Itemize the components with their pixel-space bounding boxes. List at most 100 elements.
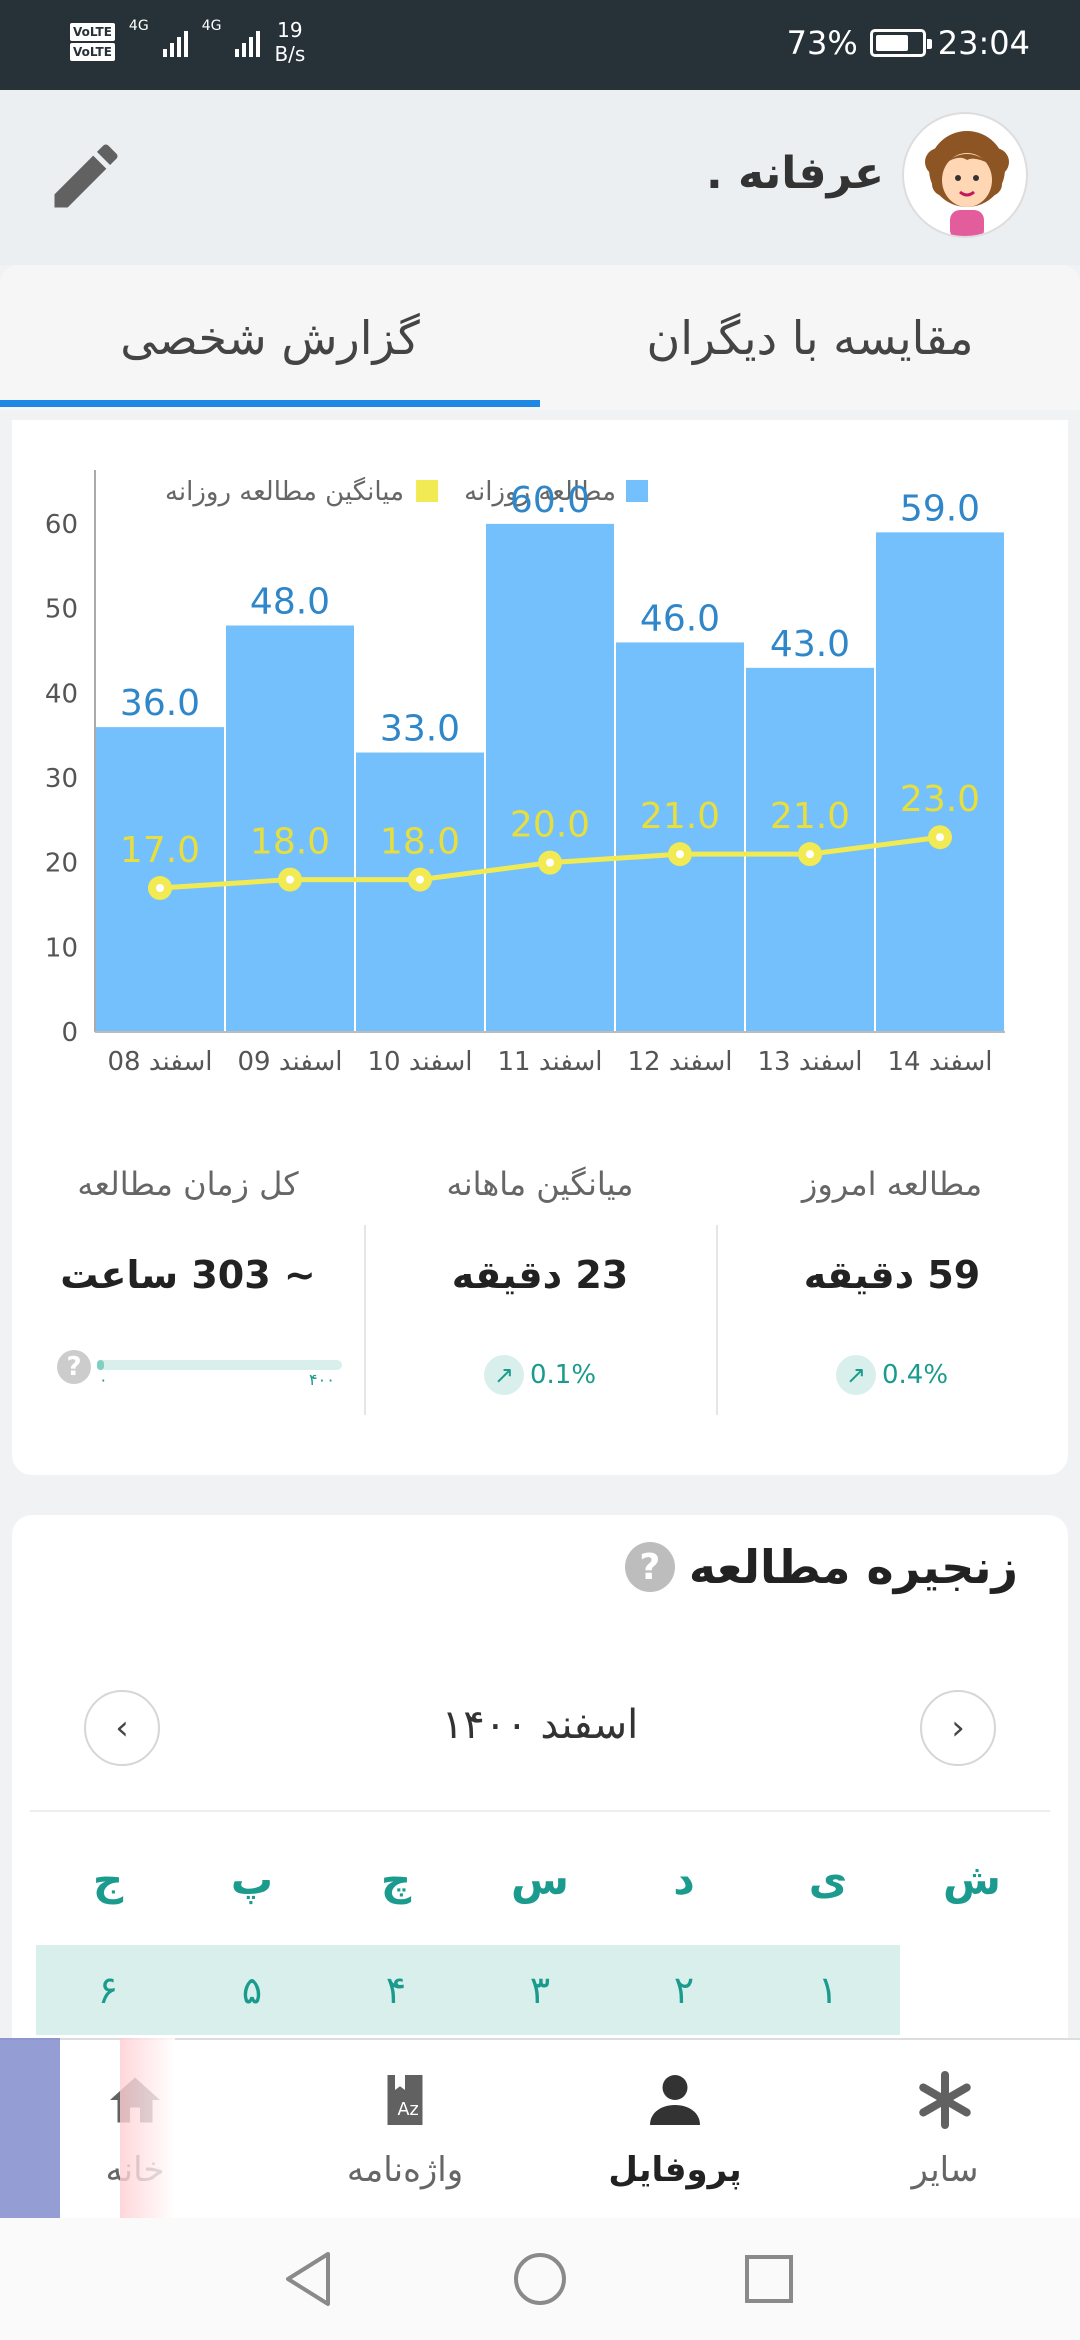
- stat-total-label: کل زمان مطالعه: [77, 1165, 299, 1203]
- line-point-center: [936, 833, 944, 842]
- recents-icon[interactable]: [745, 2255, 793, 2303]
- volte-badges: VoLTE VoLTE: [70, 23, 115, 61]
- x-tick-label: 14 اسفند: [887, 1047, 992, 1077]
- line-point-center: [286, 875, 294, 884]
- avatar[interactable]: [902, 112, 1028, 238]
- x-tick-label: 10 اسفند: [367, 1047, 472, 1077]
- bar: [616, 642, 744, 1032]
- back-icon[interactable]: [286, 2252, 330, 2306]
- weekday-header: ش ی د س چ پ ج: [36, 1855, 1044, 1925]
- line-point-center: [416, 875, 424, 884]
- nav-item-dictionary[interactable]: Az واژه‌نامه: [270, 2040, 540, 2220]
- bar-series: 36.0 48.0 33.0 60.0 46.0 43.0 59.0: [96, 480, 1004, 1032]
- x-axis: 08 اسفند 09 اسفند 10 اسفند 11 اسفند 12 اسفند…: [95, 1031, 1005, 1077]
- y-tick-label: 30: [45, 764, 78, 794]
- legend-label-daily-study: مطالعه روزانه: [464, 477, 616, 507]
- network-type-2: 4G: [201, 18, 222, 34]
- calendar-day[interactable]: ۱: [756, 1945, 900, 2035]
- line-value-label: 23.0: [900, 779, 980, 820]
- stat-today: مطالعه امروز 59 دقیقه ↗ 0.4%: [716, 1165, 1068, 1425]
- progress-min-label: ۰: [99, 1370, 108, 1389]
- weekday-label: ش: [943, 1855, 1001, 1904]
- line-point-center: [546, 858, 554, 867]
- touch-ripple: [0, 2038, 60, 2218]
- stat-monthly-average: میانگین ماهانه 23 دقیقه ↗ 0.1%: [364, 1165, 716, 1425]
- help-icon[interactable]: ?: [57, 1350, 91, 1384]
- trend-up-icon: ↗: [835, 1355, 876, 1395]
- person-icon: [650, 2075, 700, 2125]
- battery-level: [875, 35, 908, 51]
- line-value-label: 17.0: [120, 830, 200, 871]
- stat-monthly-change-value: 0.1%: [529, 1360, 597, 1390]
- network-type-1: 4G: [128, 18, 149, 34]
- tab-personal-report[interactable]: گزارش شخصی: [120, 310, 420, 365]
- nav-label: واژه‌نامه: [346, 2150, 464, 2190]
- bar: [356, 752, 484, 1032]
- x-tick-label: 12 اسفند: [627, 1047, 732, 1077]
- calendar-divider: [30, 1810, 1050, 1812]
- progress-max-label: ۴۰۰: [309, 1370, 335, 1389]
- tab-compare-others[interactable]: مقایسه با دیگران: [646, 310, 974, 365]
- system-nav-icons: [286, 2252, 793, 2306]
- pencil-icon[interactable]: [44, 134, 128, 218]
- report-tabs: گزارش شخصی مقایسه با دیگران: [0, 265, 1080, 410]
- y-tick-label: 0: [61, 1018, 78, 1048]
- stat-total-time: کل زمان مطالعه ~ 303 ساعت: [12, 1165, 364, 1425]
- line-value-label: 18.0: [380, 822, 460, 863]
- chevron-left-icon[interactable]: ‹: [84, 1690, 160, 1766]
- chevron-right-icon[interactable]: ›: [920, 1690, 996, 1766]
- x-tick-label: 09 اسفند: [237, 1047, 342, 1077]
- month-navigator: ‹ اسفند ۱۴۰۰ ›: [12, 1690, 1068, 1770]
- progress-track: [97, 1360, 342, 1370]
- network-speed-value: 19: [277, 18, 303, 42]
- daily-study-chart: مطالعه روزانه میانگین مطالعه روزانه 0 10 20…: [45, 470, 1005, 1077]
- calendar-day[interactable]: ۲: [612, 1945, 756, 2035]
- help-icon[interactable]: ?: [624, 1542, 675, 1592]
- weekday-label: ی: [808, 1855, 848, 1904]
- status-right: 73% 23:04: [787, 24, 1030, 62]
- volte-badge-2: VoLTE: [70, 43, 115, 61]
- y-tick-label: 50: [45, 595, 78, 625]
- y-tick-label: 20: [45, 849, 78, 879]
- bar-value-label: 43.0: [770, 624, 850, 665]
- bar: [486, 523, 614, 1032]
- system-navigation-bar: [0, 2218, 1080, 2340]
- line-point-center: [806, 850, 814, 859]
- weekday-label: د: [673, 1855, 695, 1904]
- line-value-label: 18.0: [250, 822, 330, 863]
- stat-today-label: مطالعه امروز: [801, 1165, 983, 1203]
- calendar-day[interactable]: ۶: [36, 1945, 180, 2035]
- bar-value-label: 48.0: [250, 582, 330, 623]
- y-tick-label: 40: [45, 679, 78, 709]
- username: عرفانه .: [706, 148, 884, 199]
- home-circle-icon[interactable]: [514, 2253, 566, 2305]
- signal-icon: [235, 27, 261, 57]
- x-tick-label: 11 اسفند: [497, 1047, 602, 1077]
- divider: [716, 1225, 718, 1415]
- chart-legend: مطالعه روزانه میانگین مطالعه روزانه: [165, 476, 648, 507]
- line-value-label: 20.0: [510, 805, 590, 846]
- nav-item-profile[interactable]: پروفایل: [540, 2040, 810, 2220]
- stat-monthly-label: میانگین ماهانه: [446, 1165, 634, 1203]
- line-value-label: 21.0: [640, 796, 720, 837]
- month-label: اسفند ۱۴۰۰: [441, 1702, 639, 1748]
- calendar-day[interactable]: ۵: [180, 1945, 324, 2035]
- bar-value-label: 36.0: [120, 683, 200, 724]
- network-speed-unit: B/s: [274, 42, 306, 66]
- battery-percent: 73%: [786, 24, 858, 62]
- calendar-day[interactable]: ۳: [468, 1945, 612, 2035]
- weekday-label: س: [511, 1855, 569, 1904]
- bar-value-label: 60.0: [510, 480, 590, 521]
- nav-item-other[interactable]: سایر: [810, 2040, 1080, 2220]
- stat-today-value: 59 دقیقه: [803, 1253, 981, 1297]
- total-time-progress: ? ۰ ۴۰۰: [57, 1350, 357, 1390]
- nav-label: سایر: [911, 2150, 979, 2190]
- divider: [364, 1225, 366, 1415]
- line-value-label: 21.0: [770, 796, 850, 837]
- battery-icon: [869, 29, 932, 57]
- calendar-day[interactable]: ۴: [324, 1945, 468, 2035]
- line-point-center: [676, 850, 684, 859]
- stat-monthly-change: ↗ 0.1%: [364, 1355, 716, 1395]
- network-speed: 19 B/s: [274, 18, 305, 66]
- bar: [876, 532, 1004, 1032]
